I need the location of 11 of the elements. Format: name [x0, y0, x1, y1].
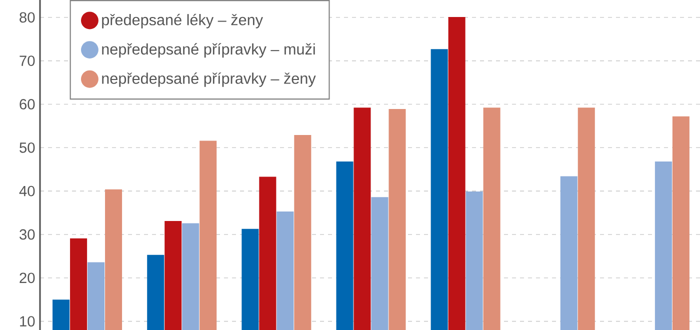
legend-label: předepsané léky – ženy: [102, 14, 263, 28]
y-tick-label: 50: [20, 142, 35, 153]
legend-label: nepředepsané přípravky – ženy: [102, 72, 316, 87]
y-tick-label: 30: [20, 229, 35, 240]
y-tick-label: 60: [20, 99, 35, 110]
y-tick-label: 20: [20, 272, 35, 284]
y-tick-label: 40: [19, 186, 35, 196]
legend-label: nepředepsané přípravky – muži: [102, 43, 315, 58]
y-tick-label: 10: [20, 316, 35, 327]
y-tick-label: 70: [20, 56, 35, 66]
y-tick-label: 80: [20, 12, 35, 23]
